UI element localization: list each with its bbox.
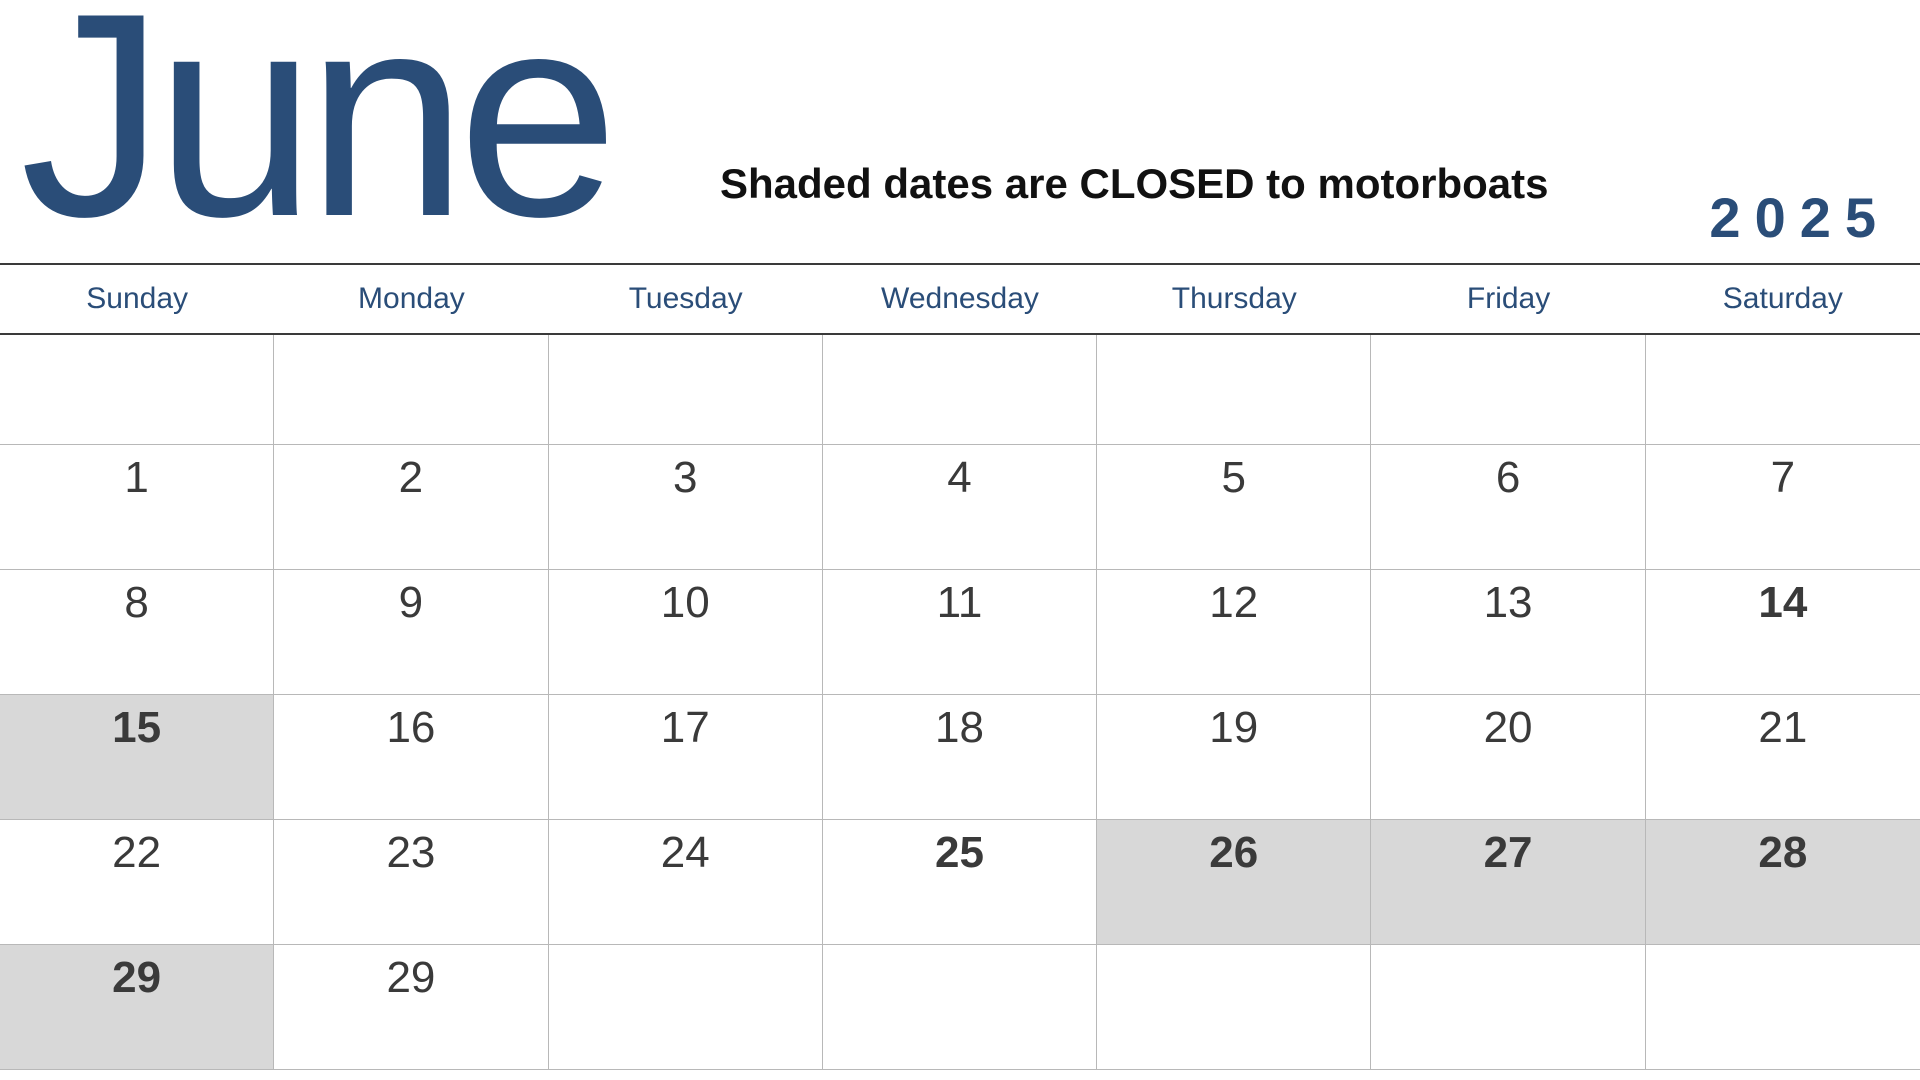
date-number: 13 (1371, 578, 1644, 628)
calendar-cell (1371, 335, 1645, 445)
date-number: 23 (274, 828, 547, 878)
date-number: 3 (549, 453, 822, 503)
date-number: 26 (1097, 828, 1370, 878)
calendar-cell (1371, 945, 1645, 1070)
date-number: 24 (549, 828, 822, 878)
calendar-header: June Shaded dates are CLOSED to motorboa… (0, 0, 1920, 265)
calendar-cell: 8 (0, 570, 274, 695)
date-number: 19 (1097, 703, 1370, 753)
calendar-cell: 19 (1097, 695, 1371, 820)
date-number: 29 (0, 953, 273, 1003)
calendar-cell: 7 (1646, 445, 1920, 570)
calendar-cell: 17 (549, 695, 823, 820)
calendar-cell: 16 (274, 695, 548, 820)
year-label: 2025 (1709, 185, 1890, 250)
date-number: 22 (0, 828, 273, 878)
calendar-cell: 11 (823, 570, 1097, 695)
date-number: 9 (274, 578, 547, 628)
calendar-cell (274, 335, 548, 445)
calendar-grid: 1234567891011121314151617181920212223242… (0, 335, 1920, 1070)
date-number: 25 (823, 828, 1096, 878)
calendar-cell: 2 (274, 445, 548, 570)
date-number: 20 (1371, 703, 1644, 753)
calendar-cell: 20 (1371, 695, 1645, 820)
calendar-cell: 25 (823, 820, 1097, 945)
calendar-cell: 14 (1646, 570, 1920, 695)
calendar-cell: 1 (0, 445, 274, 570)
date-number: 2 (274, 453, 547, 503)
date-number: 29 (274, 953, 547, 1003)
weekday-monday: Monday (274, 282, 548, 316)
date-number: 18 (823, 703, 1096, 753)
calendar-cell: 3 (549, 445, 823, 570)
calendar-cell: 24 (549, 820, 823, 945)
calendar-cell (823, 335, 1097, 445)
calendar-cell: 5 (1097, 445, 1371, 570)
calendar-cell (1646, 945, 1920, 1070)
weekday-thursday: Thursday (1097, 282, 1371, 316)
calendar-page: June Shaded dates are CLOSED to motorboa… (0, 0, 1920, 1080)
calendar-cell (549, 335, 823, 445)
calendar-cell (549, 945, 823, 1070)
calendar-cell: 26 (1097, 820, 1371, 945)
date-number: 10 (549, 578, 822, 628)
date-number: 15 (0, 703, 273, 753)
date-number: 4 (823, 453, 1096, 503)
date-number: 5 (1097, 453, 1370, 503)
month-title: June (20, 0, 609, 260)
calendar-cell: 15 (0, 695, 274, 820)
date-number: 16 (274, 703, 547, 753)
calendar-cell (0, 335, 274, 445)
calendar-cell: 13 (1371, 570, 1645, 695)
calendar-cell: 12 (1097, 570, 1371, 695)
calendar-cell: 23 (274, 820, 548, 945)
closure-subtitle: Shaded dates are CLOSED to motorboats (720, 160, 1548, 208)
calendar-cell (823, 945, 1097, 1070)
date-number: 28 (1646, 828, 1920, 878)
date-number: 11 (823, 578, 1096, 628)
date-number: 12 (1097, 578, 1370, 628)
weekday-friday: Friday (1371, 282, 1645, 316)
calendar-cell: 29 (0, 945, 274, 1070)
date-number: 14 (1646, 578, 1920, 628)
calendar-cell: 22 (0, 820, 274, 945)
weekday-saturday: Saturday (1646, 282, 1920, 316)
calendar-cell: 29 (274, 945, 548, 1070)
calendar-cell (1097, 335, 1371, 445)
date-number: 6 (1371, 453, 1644, 503)
calendar-cell (1097, 945, 1371, 1070)
date-number: 21 (1646, 703, 1920, 753)
weekday-sunday: Sunday (0, 282, 274, 316)
calendar-cell: 9 (274, 570, 548, 695)
date-number: 27 (1371, 828, 1644, 878)
weekday-wednesday: Wednesday (823, 282, 1097, 316)
calendar-cell: 27 (1371, 820, 1645, 945)
calendar-cell: 6 (1371, 445, 1645, 570)
date-number: 8 (0, 578, 273, 628)
calendar-cell: 10 (549, 570, 823, 695)
calendar-cell: 28 (1646, 820, 1920, 945)
calendar-cell: 18 (823, 695, 1097, 820)
date-number: 17 (549, 703, 822, 753)
date-number: 1 (0, 453, 273, 503)
calendar-cell: 21 (1646, 695, 1920, 820)
weekday-tuesday: Tuesday (549, 282, 823, 316)
calendar-cell: 4 (823, 445, 1097, 570)
date-number: 7 (1646, 453, 1920, 503)
calendar-cell (1646, 335, 1920, 445)
